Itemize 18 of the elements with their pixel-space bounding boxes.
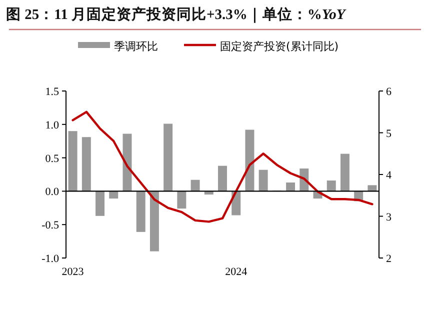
y2-tick-label: 6 bbox=[386, 86, 392, 98]
y-tick-label: 0.5 bbox=[45, 152, 60, 165]
y2-tick-label: 2 bbox=[386, 253, 392, 265]
y-tick-label: 0.0 bbox=[45, 186, 60, 198]
y-tick-label: -0.5 bbox=[42, 220, 60, 232]
legend-季调环比: 季调环比 bbox=[78, 40, 158, 53]
chart-title: 图 25：11 月固定资产投资同比+3.3%｜单位：%YoY bbox=[6, 5, 346, 24]
legend-label: 固定资产投资(累计同比) bbox=[220, 40, 339, 53]
y2-tick-label: 4 bbox=[386, 170, 392, 182]
legend-固定资产投资(累计同比): 固定资产投资(累计同比) bbox=[184, 40, 339, 53]
y2-tick-label: 3 bbox=[386, 211, 392, 224]
y-tick-label: 1.0 bbox=[45, 119, 60, 132]
x-tick-label: 2023 bbox=[62, 266, 84, 278]
y-tick-label: -1.0 bbox=[42, 253, 60, 265]
x-tick-label: 2024 bbox=[225, 266, 248, 278]
y2-tick-label: 5 bbox=[386, 128, 392, 140]
legend-label: 季调环比 bbox=[114, 40, 158, 53]
y-tick-label: 1.5 bbox=[45, 86, 60, 98]
